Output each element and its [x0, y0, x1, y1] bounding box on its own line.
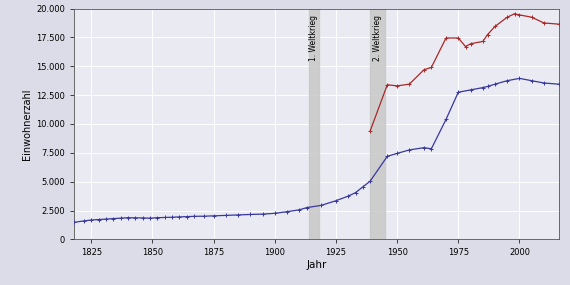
Bar — [309, 9, 319, 239]
Text: 2. Weltkrieg: 2. Weltkrieg — [373, 15, 382, 62]
Y-axis label: Einwohnerzahl: Einwohnerzahl — [22, 88, 32, 160]
Text: 1. Weltkrieg: 1. Weltkrieg — [310, 15, 319, 62]
X-axis label: Jahr: Jahr — [306, 260, 327, 270]
Bar — [370, 9, 385, 239]
